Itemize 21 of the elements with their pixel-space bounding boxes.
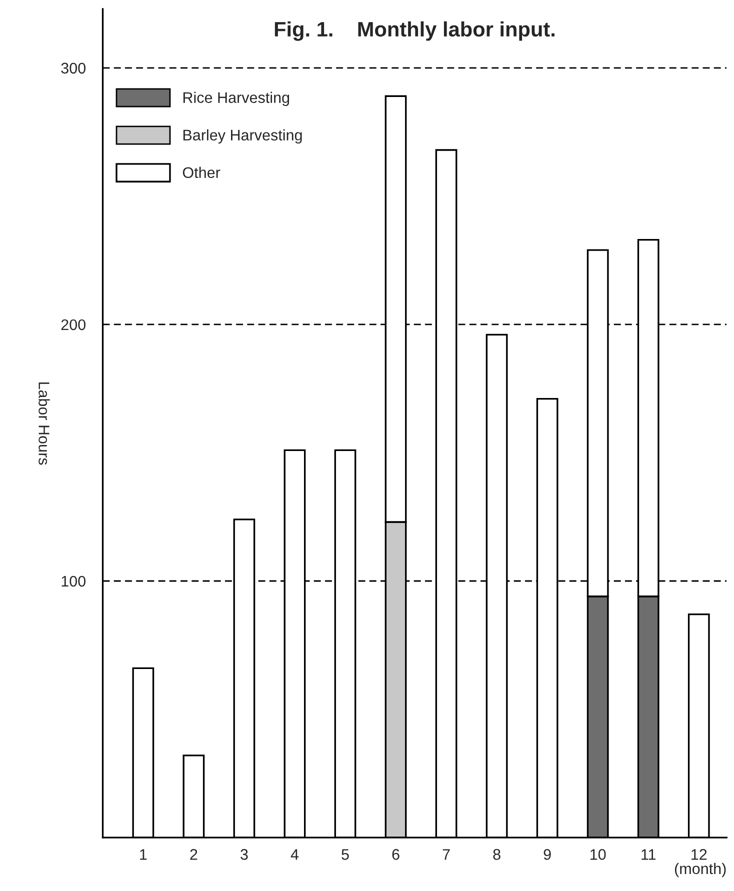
x-tick-label: 4 xyxy=(290,849,299,860)
x-tick-label: 12 xyxy=(692,849,707,860)
y-axis-title: Labor Hours xyxy=(38,382,50,465)
x-tick-label: 2 xyxy=(190,849,198,860)
x-axis-title: (month) xyxy=(674,862,726,878)
y-tick-label: 100 xyxy=(62,576,86,587)
x-tick-label: 1 xyxy=(140,849,147,860)
text: Fig. 1. Monthly labor input. xyxy=(274,21,554,41)
y-tick-label: 200 xyxy=(61,319,86,330)
x-tick-label: 9 xyxy=(544,849,551,860)
y-tick-label: 300 xyxy=(61,62,86,74)
legend-label: Barley Harvesting xyxy=(183,129,302,144)
x-tick-label: 10 xyxy=(590,849,606,860)
legend-label: Rice Harvesting xyxy=(183,92,290,106)
x-tick-label: 3 xyxy=(240,849,248,860)
x-tick-label: 5 xyxy=(342,849,349,860)
x-tick-label: 8 xyxy=(493,849,500,860)
legend-label: Other xyxy=(182,166,220,178)
x-tick-label: 6 xyxy=(392,849,400,860)
x-tick-label: 11 xyxy=(642,849,656,860)
x-tick-label: 7 xyxy=(442,849,450,860)
